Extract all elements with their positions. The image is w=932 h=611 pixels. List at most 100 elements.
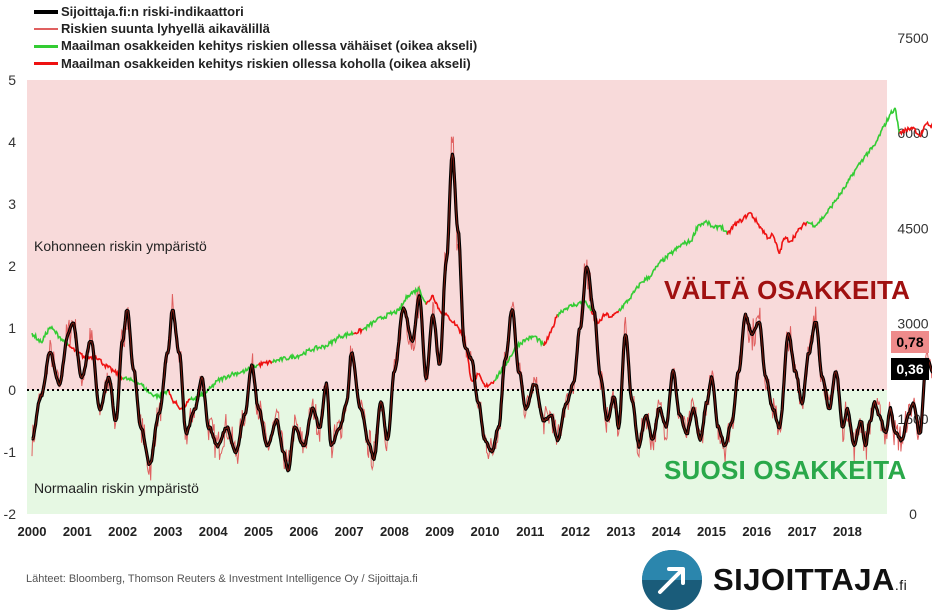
equities-low-risk-segment xyxy=(149,391,160,401)
equities-low-risk-segment xyxy=(894,107,901,134)
equities-low-risk-segment xyxy=(339,330,355,340)
equities-high-risk-segment xyxy=(733,218,744,227)
logo-name: SIJOITTAJA xyxy=(713,562,895,597)
equities-low-risk-segment xyxy=(691,224,699,242)
equities-low-risk-segment xyxy=(216,373,233,384)
equities-low-risk-segment xyxy=(844,167,858,188)
indicator-value-badge: 0,36 xyxy=(891,358,929,380)
equities-low-risk-segment xyxy=(516,338,527,350)
equities-high-risk-segment xyxy=(783,235,792,243)
equities-low-risk-segment xyxy=(565,301,577,312)
equities-low-risk-segment xyxy=(325,333,341,348)
equities-high-risk-segment xyxy=(768,232,774,239)
equities-low-risk-segment xyxy=(719,223,729,235)
equities-low-risk-segment xyxy=(312,344,327,354)
equities-low-risk-segment xyxy=(815,215,826,226)
equities-low-risk-segment xyxy=(398,293,409,312)
equities-low-risk-segment xyxy=(556,307,568,318)
equities-low-risk-segment xyxy=(375,311,391,321)
equities-high-risk-segment xyxy=(597,312,606,324)
equities-low-risk-segment xyxy=(525,334,535,342)
equities-low-risk-segment xyxy=(271,356,287,364)
legend-swatch-green xyxy=(34,44,58,48)
equities-high-risk-segment xyxy=(771,234,781,255)
risk-indicator-inner-line xyxy=(31,154,932,472)
logo-arrow-icon xyxy=(642,550,702,610)
equities-high-risk-segment xyxy=(549,313,559,334)
short-term-value-badge: 0,78 xyxy=(891,331,929,353)
y-left-tick-label: 1 xyxy=(8,320,16,336)
equities-high-risk-segment xyxy=(477,372,486,388)
legend-swatch-black xyxy=(34,9,58,14)
equities-high-risk-segment xyxy=(778,237,785,254)
x-tick-label: 2009 xyxy=(425,524,454,539)
equities-high-risk-segment xyxy=(611,310,620,318)
legend-swatch-red xyxy=(34,61,58,65)
equities-low-risk-segment xyxy=(41,326,51,344)
x-tick-label: 2014 xyxy=(652,524,682,539)
equities-low-risk-segment xyxy=(49,325,60,340)
equities-low-risk-segment xyxy=(534,335,545,348)
x-tick-label: 2001 xyxy=(63,524,92,539)
equities-high-risk-segment xyxy=(742,211,751,221)
y-right-tick-label: 0 xyxy=(909,506,917,522)
legend-label: Riskien suunta lyhyellä aikavälillä xyxy=(61,21,270,37)
equities-high-risk-segment xyxy=(353,327,363,336)
risk-indicator-series xyxy=(31,152,932,473)
legend-item-equities-low: Maailman osakkeiden kehitys riskien olle… xyxy=(34,37,477,54)
y-left-tick-label: 3 xyxy=(8,196,16,212)
equities-low-risk-segment xyxy=(640,274,652,284)
equities-high-risk-segment xyxy=(790,230,798,242)
y-left-tick-label: 4 xyxy=(8,134,16,150)
sijoittaja-logo: SIJOITTAJA.fi xyxy=(641,549,907,611)
x-tick-label: 2000 xyxy=(18,524,47,539)
x-tick-label: 2010 xyxy=(471,524,500,539)
world-equities-series xyxy=(31,107,932,411)
equities-low-risk-segment xyxy=(873,126,884,147)
equities-high-risk-segment xyxy=(749,211,758,224)
source-text: Lähteet: Bloomberg, Thomson Reuters & In… xyxy=(26,573,418,585)
equities-low-risk-segment xyxy=(31,331,42,344)
equities-high-risk-segment xyxy=(94,355,105,366)
legend-item-short-term: Riskien suunta lyhyellä aikavälillä xyxy=(34,20,477,37)
x-tick-label: 2005 xyxy=(244,524,273,539)
y-left-tick-label: -1 xyxy=(4,444,17,460)
equities-high-risk-segment xyxy=(726,224,735,236)
equities-low-risk-segment xyxy=(806,220,817,229)
legend: Sijoittaja.fi:n riski-indikaattori Riski… xyxy=(34,3,477,72)
equities-high-risk-segment xyxy=(604,311,613,319)
x-tick-label: 2017 xyxy=(788,524,817,539)
equities-low-risk-segment xyxy=(140,382,151,395)
equities-low-risk-segment xyxy=(706,219,715,229)
y-right-tick-label: 3000 xyxy=(897,316,928,332)
equities-low-risk-segment xyxy=(833,186,846,204)
equities-low-risk-segment xyxy=(230,368,246,378)
equities-high-risk-segment xyxy=(484,380,495,389)
x-tick-label: 2007 xyxy=(335,524,364,539)
equities-high-risk-segment xyxy=(898,126,907,136)
x-tick-label: 2004 xyxy=(199,524,229,539)
legend-label: Sijoittaja.fi:n riski-indikaattori xyxy=(61,4,244,19)
x-tick-label: 2008 xyxy=(380,524,409,539)
equities-high-risk-segment xyxy=(796,221,808,232)
equities-low-risk-segment xyxy=(285,353,301,361)
normal-risk-zone xyxy=(27,390,887,514)
x-tick-label: 2002 xyxy=(108,524,137,539)
equities-low-risk-segment xyxy=(855,154,866,169)
equities-high-risk-segment xyxy=(926,120,932,130)
equities-low-risk-segment xyxy=(669,243,683,257)
x-tick-label: 2011 xyxy=(516,524,544,539)
equities-high-risk-segment xyxy=(103,362,115,374)
x-tick-label: 2016 xyxy=(742,524,771,539)
x-tick-label: 2006 xyxy=(289,524,318,539)
short-term-direction-line xyxy=(31,136,932,481)
equities-high-risk-segment xyxy=(919,123,928,138)
equities-low-risk-segment xyxy=(889,107,896,115)
x-tick-label: 2015 xyxy=(697,524,726,539)
equities-low-risk-segment xyxy=(864,144,875,158)
equities-low-risk-segment xyxy=(882,113,891,128)
equities-high-risk-segment xyxy=(448,317,459,328)
equities-low-risk-segment xyxy=(299,347,314,357)
y-left-tick-label: -2 xyxy=(4,506,17,522)
